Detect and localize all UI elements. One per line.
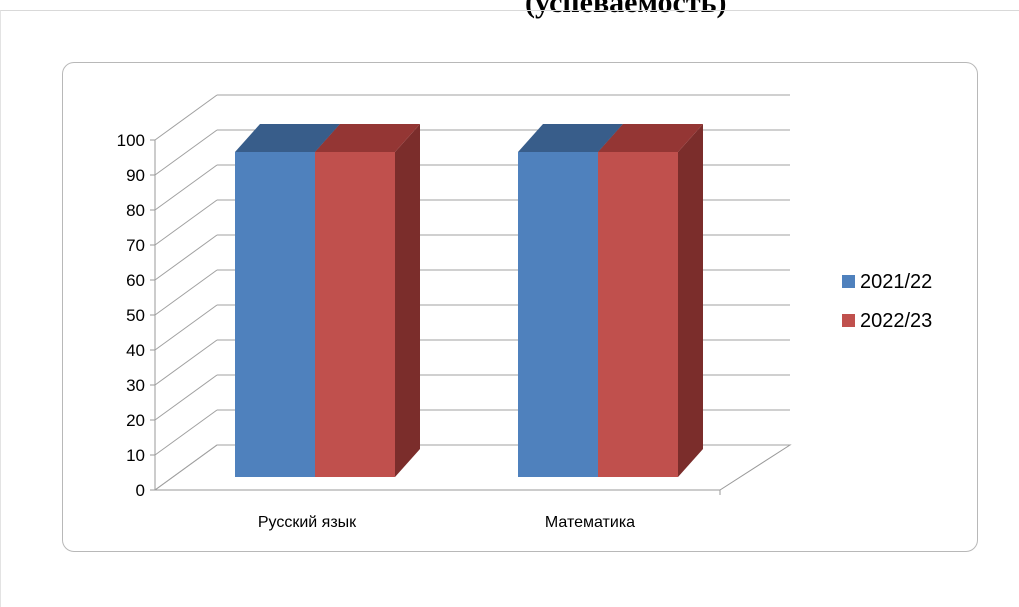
legend-label: 2022/23 [860,310,932,332]
gridline-side [154,339,218,386]
y-tick-label: 50 [126,306,145,325]
legend-label: 2021/22 [860,271,932,293]
bar-top [518,124,623,152]
legend-swatch [842,314,855,327]
bar-top [598,124,703,152]
gridline-side [154,94,218,141]
y-tick-label: 70 [126,236,145,255]
gridline-side [154,199,218,246]
category-label: Математика [545,514,635,531]
page-frame [0,10,1019,607]
y-tick-label: 0 [136,481,145,500]
gridline-side [154,269,218,316]
gridline-side [154,409,218,456]
gridline-side [154,129,218,176]
y-tick-label: 30 [126,376,145,395]
bar-top [235,124,340,152]
category-label: Русский язык [258,514,357,531]
gridline-side [154,164,218,211]
y-tick-label: 90 [126,166,145,185]
x-axis-categories: Русский язык Математика [258,514,635,531]
gridline-side [154,234,218,281]
legend: 2021/22 2022/23 [842,271,932,332]
gridline-side [154,374,218,421]
y-tick-label: 80 [126,201,145,220]
y-tick-label: 20 [126,411,145,430]
y-tick-label: 100 [117,131,145,150]
document-heading: (успеваемость) [525,0,727,19]
y-tick-label: 60 [126,271,145,290]
bar-side [678,124,703,477]
bar-front [598,152,678,477]
bar-top [315,124,420,152]
gridline-side [154,304,218,351]
y-axis-ticks: 0 10 20 30 40 50 60 70 80 90 100 [117,131,155,500]
bar [598,124,703,477]
bars [235,124,703,477]
legend-swatch [842,275,855,288]
bar-front [235,152,315,477]
bar [315,124,420,477]
y-tick-label: 10 [126,446,145,465]
gridline-side [154,444,218,491]
bar-side [395,124,420,477]
y-tick-label: 40 [126,341,145,360]
bar-front [518,152,598,477]
bar-front [315,152,395,477]
